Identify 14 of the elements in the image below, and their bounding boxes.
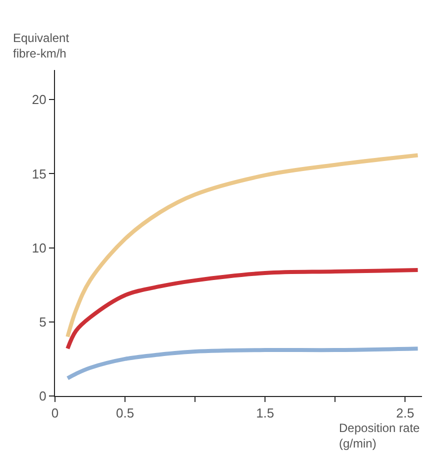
- x-tick-label: 0: [51, 406, 59, 421]
- y-axis-title: Equivalent fibre-km/h: [13, 31, 70, 61]
- x-axis-title: Deposition rate (g/min): [339, 421, 420, 451]
- y-tick-label: 15: [32, 166, 46, 182]
- line-series: [66, 268, 420, 351]
- y-tick-label: 0: [39, 388, 46, 404]
- y-tick-label: 20: [32, 92, 46, 108]
- x-tick-label: 2.5: [396, 406, 414, 421]
- y-tick-label: 5: [39, 314, 46, 330]
- x-tick-label: 1.5: [256, 406, 274, 421]
- y-tick-label: 10: [32, 240, 46, 256]
- line-series: [66, 346, 420, 380]
- x-tick-label: 0.5: [116, 406, 134, 421]
- line-series: [66, 153, 420, 339]
